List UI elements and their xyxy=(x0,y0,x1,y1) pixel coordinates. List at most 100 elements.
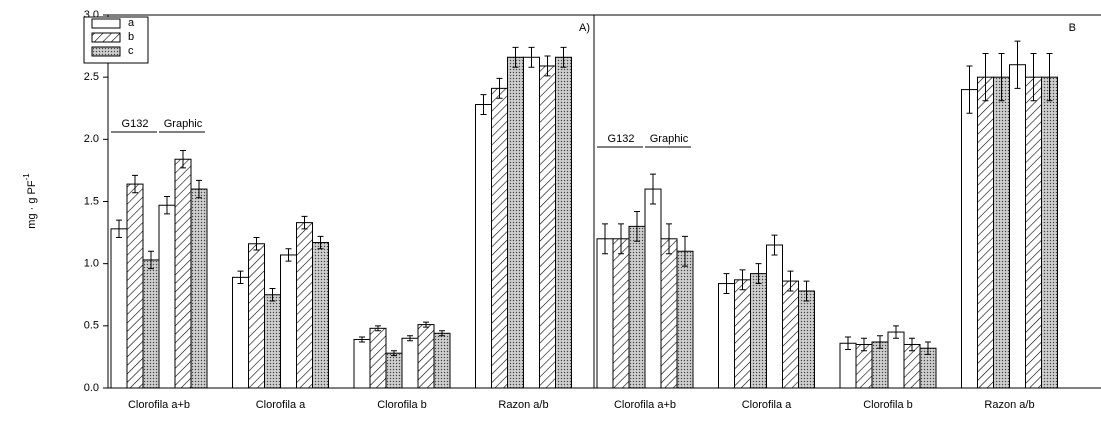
error-bar xyxy=(164,196,170,215)
error-bar xyxy=(196,179,202,199)
error-bar xyxy=(909,337,915,352)
error-bar xyxy=(560,46,567,68)
bar xyxy=(232,276,249,389)
error-bar xyxy=(439,330,445,337)
bar xyxy=(433,332,451,389)
x-tick-label: Clorofila a+b xyxy=(614,399,676,411)
y-tick-label: 1.5 xyxy=(84,195,99,207)
bar xyxy=(248,243,265,389)
bar xyxy=(523,56,540,389)
error-bar xyxy=(269,288,276,302)
error-bar xyxy=(301,215,308,230)
bar xyxy=(296,222,313,389)
bar xyxy=(1025,76,1042,389)
bar xyxy=(110,228,128,389)
x-tick-label: Clorofila a xyxy=(742,399,792,411)
error-bar xyxy=(391,350,397,357)
y-tick-label: 2.0 xyxy=(84,133,99,145)
bar xyxy=(280,254,297,389)
y-tick-label: 1.0 xyxy=(84,258,99,270)
error-bar xyxy=(237,270,244,285)
legend-label: b xyxy=(128,31,134,43)
error-bar xyxy=(116,219,122,239)
bar xyxy=(961,89,978,389)
bar xyxy=(190,188,208,389)
legend-label: c xyxy=(128,45,134,57)
bar xyxy=(612,238,630,389)
bar xyxy=(734,279,751,389)
bar xyxy=(750,273,767,389)
y-tick-label: 0.0 xyxy=(84,382,99,394)
error-bar xyxy=(1046,53,1053,102)
error-bar xyxy=(1030,53,1037,102)
y-label-sup: -1 xyxy=(22,173,31,181)
error-bar xyxy=(723,273,730,295)
error-bar xyxy=(925,341,931,355)
bar xyxy=(766,244,783,389)
error-bar xyxy=(423,321,429,328)
error-bar xyxy=(253,237,260,251)
bar xyxy=(555,56,572,389)
bar xyxy=(628,225,646,389)
bar xyxy=(475,104,492,389)
y-tick-label: 2.5 xyxy=(84,71,99,83)
panel-label: A) xyxy=(579,22,590,34)
bar xyxy=(491,87,508,389)
error-bar xyxy=(787,270,794,292)
legend-swatch xyxy=(91,46,121,57)
bar xyxy=(676,250,694,389)
error-bar xyxy=(634,210,640,242)
bar xyxy=(977,76,994,389)
error-bar xyxy=(180,150,186,169)
x-tick-label: Clorofila a+b xyxy=(128,399,190,411)
bar xyxy=(158,204,176,389)
error-bar xyxy=(650,173,656,205)
bar xyxy=(353,339,371,389)
group-label: Graphic xyxy=(650,133,689,145)
legend-swatch xyxy=(91,32,121,43)
error-bar xyxy=(771,234,778,256)
error-bar xyxy=(528,46,535,68)
error-bar xyxy=(317,235,324,250)
error-bar xyxy=(893,325,899,339)
bar xyxy=(596,238,614,389)
bar xyxy=(312,242,329,389)
y-tick-label: 0.5 xyxy=(84,320,99,332)
bar xyxy=(660,238,678,389)
error-bar xyxy=(845,336,851,350)
error-bar xyxy=(375,325,381,332)
bar xyxy=(644,188,662,389)
error-bar xyxy=(285,248,292,262)
error-bar xyxy=(359,336,365,343)
group-label: G132 xyxy=(608,133,635,145)
bar xyxy=(126,183,144,389)
panel-label: B xyxy=(1069,22,1076,34)
error-bar xyxy=(861,337,867,352)
error-bar xyxy=(602,223,608,255)
group-label: G132 xyxy=(122,118,149,130)
bar xyxy=(385,352,403,389)
error-bar xyxy=(739,269,746,291)
error-bar xyxy=(666,223,672,255)
y-axis-label: mg · g PF-1 xyxy=(22,173,38,229)
bar xyxy=(782,280,799,389)
error-bar xyxy=(966,65,973,114)
bar xyxy=(1009,64,1026,389)
bar xyxy=(993,76,1010,389)
error-bar xyxy=(407,335,413,342)
bar xyxy=(142,259,160,389)
error-bar xyxy=(496,77,503,99)
bar xyxy=(718,283,735,389)
x-tick-label: Clorofila b xyxy=(863,399,913,411)
error-bar xyxy=(544,55,551,77)
x-tick-label: Clorofila a xyxy=(256,399,306,411)
error-bar xyxy=(682,235,688,267)
bar xyxy=(798,290,815,389)
error-bar xyxy=(132,174,138,194)
x-tick-label: Clorofila b xyxy=(377,399,427,411)
error-bar xyxy=(982,53,989,102)
error-bar xyxy=(512,46,519,68)
bar xyxy=(1041,76,1058,389)
x-tick-label: Razon a/b xyxy=(984,399,1034,411)
